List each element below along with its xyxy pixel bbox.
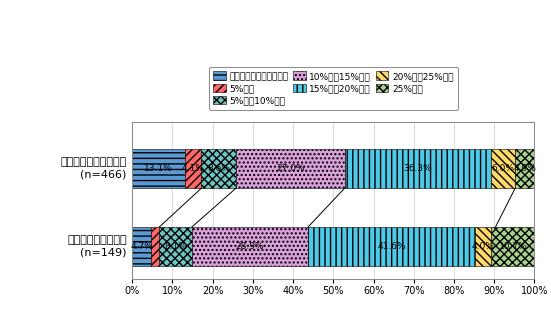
Text: 4.7%: 4.7% xyxy=(130,242,153,251)
Text: 27.0%: 27.0% xyxy=(276,164,305,173)
Text: 4.1%: 4.1% xyxy=(182,164,204,173)
Text: 4.0%: 4.0% xyxy=(472,242,495,251)
Text: 28.9%: 28.9% xyxy=(236,242,264,251)
Legend: 全く実施する予定がない, 5%未満, 5%以上10%未満, 10%以上15%未満, 15%以上20%未満, 20%以上25%未満, 25%以上: 全く実施する予定がない, 5%未満, 5%以上10%未満, 10%以上15%未満… xyxy=(209,67,458,109)
Bar xyxy=(308,227,476,266)
Bar xyxy=(344,149,490,188)
Bar xyxy=(236,149,344,188)
Bar xyxy=(491,227,534,266)
Bar xyxy=(151,227,159,266)
Bar xyxy=(185,149,202,188)
Text: 6.0%: 6.0% xyxy=(491,164,514,173)
Bar xyxy=(132,149,185,188)
Bar xyxy=(490,149,515,188)
Text: 13.1%: 13.1% xyxy=(144,164,173,173)
Bar xyxy=(132,227,151,266)
Text: 4.9%: 4.9% xyxy=(513,164,536,173)
Text: 10.7%: 10.7% xyxy=(499,242,527,251)
Text: 8.6%: 8.6% xyxy=(207,164,230,173)
Text: 8.1%: 8.1% xyxy=(164,242,187,251)
Bar xyxy=(159,227,192,266)
Bar xyxy=(192,227,308,266)
Text: 41.6%: 41.6% xyxy=(377,242,406,251)
Text: 36.3%: 36.3% xyxy=(403,164,432,173)
Bar xyxy=(202,149,236,188)
Bar xyxy=(476,227,491,266)
Bar xyxy=(515,149,534,188)
